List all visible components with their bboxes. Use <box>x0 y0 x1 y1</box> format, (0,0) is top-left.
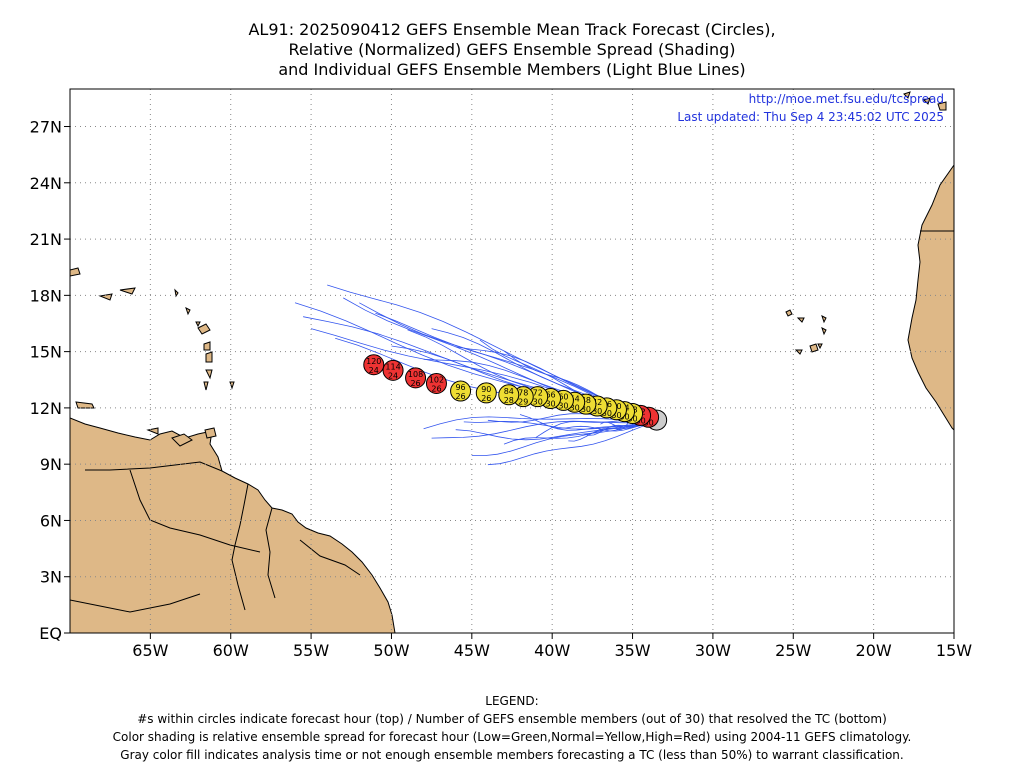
legend-line-1: #s within circles indicate forecast hour… <box>137 712 887 726</box>
member-count-label: 30 <box>644 418 654 427</box>
member-count-label: 29 <box>518 398 528 407</box>
member-count-label: 26 <box>481 394 491 403</box>
lon-label: 25W <box>775 641 811 660</box>
forecast-hour-label: 114 <box>385 362 400 371</box>
title-line-3: and Individual GEFS Ensemble Members (Li… <box>278 60 746 79</box>
title-line-2: Relative (Normalized) GEFS Ensemble Spre… <box>288 40 736 59</box>
lat-label: 24N <box>30 174 62 193</box>
member-count-label: 30 <box>558 401 568 410</box>
cape-verde-islands <box>785 309 827 355</box>
member-track <box>487 422 652 466</box>
member-count-label: 30 <box>627 415 637 424</box>
caribbean-islands <box>70 267 235 447</box>
trinidad-island <box>204 427 217 439</box>
member-count-label: 30 <box>592 407 602 416</box>
forecast-hour-label: 48 <box>581 396 591 405</box>
lat-label: 6N <box>40 511 62 530</box>
member-track <box>463 420 652 430</box>
forecast-hour-label: 66 <box>545 391 555 400</box>
canary-islands <box>903 91 947 111</box>
forecast-hour-label: 72 <box>533 389 543 398</box>
lat-label: 12N <box>30 399 62 418</box>
forecast-circle <box>475 382 497 404</box>
forecast-circle <box>498 384 520 406</box>
forecast-hour-label: 120 <box>366 357 381 366</box>
forecast-hour-label: 54 <box>570 394 580 403</box>
lon-label: 15W <box>936 641 972 660</box>
lat-label: 9N <box>40 455 62 474</box>
forecast-circle <box>425 373 447 395</box>
source-url-link[interactable]: http://moe.met.fsu.edu/tcspread <box>749 92 944 106</box>
lat-label: 21N <box>30 230 62 249</box>
lat-label: 18N <box>30 286 62 305</box>
forecast-circle <box>450 380 472 402</box>
lon-label: 30W <box>695 641 731 660</box>
lon-label: 60W <box>213 641 249 660</box>
member-track <box>568 422 652 442</box>
title-line-1: AL91: 2025090412 GEFS Ensemble Mean Trac… <box>248 20 776 39</box>
member-count-label: 28 <box>504 396 514 405</box>
forecast-hour-label: 78 <box>518 389 528 398</box>
forecast-hour-label: 60 <box>558 392 568 401</box>
member-count-label: 26 <box>410 379 420 388</box>
lon-label: 20W <box>856 641 892 660</box>
mean-track-circles: 0630123018302430303036304230483054306030… <box>363 354 668 431</box>
member-count-label: 26 <box>455 392 465 401</box>
last-updated-text: Last updated: Thu Sep 4 23:45:02 UTC 202… <box>677 110 944 124</box>
forecast-hour-label: 84 <box>504 387 514 396</box>
forecast-circle <box>382 359 404 381</box>
legend-line-3: Gray color fill indicates analysis time … <box>120 748 904 762</box>
legend-heading: LEGEND: <box>485 694 539 708</box>
member-count-label: 24 <box>369 366 379 375</box>
forecast-hour-label: 90 <box>481 385 491 394</box>
ensemble-member-tracks <box>294 284 652 466</box>
grid-lines <box>64 89 955 639</box>
africa-landmass <box>907 164 954 431</box>
south-america-landmass <box>70 417 396 633</box>
lon-label: 50W <box>373 641 409 660</box>
lon-label: 55W <box>293 641 329 660</box>
legend: LEGEND: #s within circles indicate forec… <box>0 692 1024 764</box>
legend-line-2: Color shading is relative ensemble sprea… <box>112 730 912 744</box>
member-count-label: 30 <box>545 400 555 409</box>
forecast-circle <box>405 367 427 389</box>
plot-frame <box>69 88 955 634</box>
member-track <box>431 420 652 439</box>
member-count-label: 30 <box>581 405 591 414</box>
member-count-label: 30 <box>602 409 612 418</box>
member-count-label: 30 <box>533 398 543 407</box>
lon-label: 65W <box>132 641 168 660</box>
member-count-label: 26 <box>431 385 441 394</box>
lat-label: 15N <box>30 343 62 362</box>
forecast-hour-label: 108 <box>408 370 423 379</box>
member-count-label: 30 <box>619 413 629 422</box>
member-count-label: 30 <box>635 416 645 425</box>
forecast-hour-label: 96 <box>455 383 465 392</box>
lat-label: EQ <box>39 624 62 643</box>
lat-label: 27N <box>30 118 62 137</box>
member-count-label: 30 <box>611 411 621 420</box>
forecast-hour-label: 42 <box>592 398 602 407</box>
lon-label: 45W <box>454 641 490 660</box>
member-track <box>455 422 652 441</box>
lon-label: 35W <box>614 641 650 660</box>
lon-label: 40W <box>534 641 570 660</box>
forecast-circle <box>363 354 385 376</box>
lat-label: 3N <box>40 568 62 587</box>
forecast-hour-label: 102 <box>429 376 444 385</box>
member-count-label: 30 <box>570 403 580 412</box>
chart-title: AL91: 2025090412 GEFS Ensemble Mean Trac… <box>0 20 1024 80</box>
member-count-label: 24 <box>388 371 398 380</box>
